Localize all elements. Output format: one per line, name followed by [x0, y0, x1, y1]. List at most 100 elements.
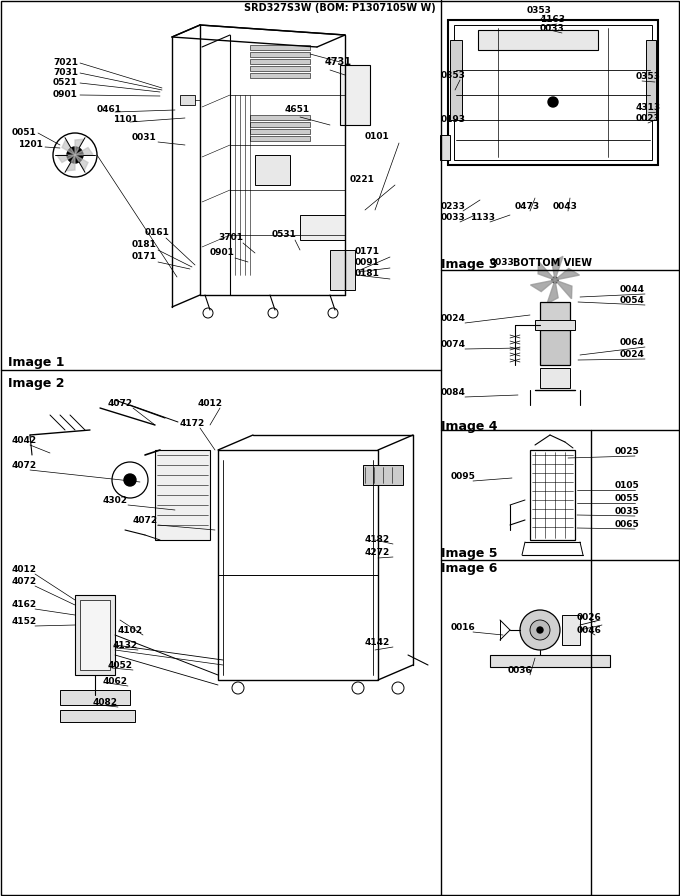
Text: 4142: 4142 [365, 638, 390, 647]
Text: 0046: 0046 [577, 626, 602, 635]
Bar [250, 136, 310, 141]
Bar [562, 615, 580, 645]
Text: 4651: 4651 [285, 105, 310, 114]
Polygon shape [57, 155, 75, 162]
Text: 0064: 0064 [620, 338, 645, 347]
Polygon shape [67, 155, 75, 171]
Text: 0221: 0221 [350, 175, 375, 184]
Text: 0233: 0233 [441, 202, 466, 211]
Text: Image 4: Image 4 [441, 420, 498, 433]
Text: 4313: 4313 [636, 103, 661, 112]
Bar [60, 710, 135, 722]
Circle shape [537, 627, 543, 633]
Text: 0353: 0353 [527, 6, 552, 15]
Text: 0051: 0051 [12, 128, 37, 137]
Text: 7021: 7021 [53, 58, 78, 67]
Circle shape [520, 610, 560, 650]
Bar [340, 65, 370, 125]
Text: 0065: 0065 [615, 520, 640, 529]
Text: 0055: 0055 [615, 494, 640, 503]
Polygon shape [552, 256, 563, 280]
Text: 0044: 0044 [620, 285, 645, 294]
Bar [250, 115, 310, 120]
Bar [250, 45, 310, 50]
Bar [540, 330, 570, 365]
Text: 0035: 0035 [615, 507, 640, 516]
Text: 0901: 0901 [53, 90, 78, 99]
Bar [535, 320, 575, 330]
Bar [363, 465, 403, 485]
Text: 4052: 4052 [108, 661, 133, 670]
Bar [250, 59, 310, 64]
Bar [450, 40, 462, 120]
Bar [530, 450, 575, 540]
Text: 4272: 4272 [365, 548, 390, 557]
Bar [180, 95, 195, 105]
Text: SRD327S3W (BOM: P1307105W W): SRD327S3W (BOM: P1307105W W) [244, 3, 436, 13]
Text: 0054: 0054 [620, 296, 645, 305]
Text: 1101: 1101 [113, 115, 138, 124]
Text: 4182: 4182 [365, 535, 390, 544]
Text: 0181: 0181 [132, 240, 157, 249]
Bar [646, 40, 656, 120]
Bar [540, 368, 570, 388]
Polygon shape [538, 262, 555, 280]
Text: 0473: 0473 [515, 202, 540, 211]
Bar [75, 595, 115, 675]
Text: 1133: 1133 [470, 213, 495, 222]
Bar [250, 73, 310, 78]
Bar [218, 450, 378, 680]
Text: 0353: 0353 [636, 72, 661, 81]
Text: 0171: 0171 [355, 247, 380, 256]
Text: 1163: 1163 [540, 15, 565, 24]
Text: 0531: 0531 [272, 230, 297, 239]
Circle shape [67, 147, 83, 163]
Circle shape [124, 474, 136, 486]
Bar [490, 655, 610, 667]
Polygon shape [75, 155, 88, 170]
Bar [478, 30, 598, 50]
Bar [80, 600, 110, 670]
Text: 0461: 0461 [97, 105, 122, 114]
Text: 4162: 4162 [12, 600, 37, 609]
Text: 0521: 0521 [53, 78, 78, 87]
Bar [155, 450, 210, 540]
Text: 0084: 0084 [441, 388, 466, 397]
Text: 4152: 4152 [12, 617, 37, 626]
Text: 0026: 0026 [577, 613, 602, 622]
Bar [300, 215, 345, 240]
Text: Image 5: Image 5 [441, 547, 498, 560]
Text: 4302: 4302 [103, 496, 128, 505]
Text: 4012: 4012 [198, 399, 223, 408]
Bar [250, 129, 310, 134]
Text: Image 1: Image 1 [8, 356, 65, 369]
Bar [250, 122, 310, 127]
Text: Image 3: Image 3 [441, 258, 497, 271]
Bar [250, 52, 310, 57]
Text: 0181: 0181 [355, 269, 380, 278]
Circle shape [530, 620, 550, 640]
Bar [255, 155, 290, 185]
Text: 0016: 0016 [451, 623, 476, 632]
Polygon shape [62, 140, 75, 155]
Text: 0033: 0033 [441, 213, 466, 222]
Circle shape [548, 97, 558, 107]
Text: 0025: 0025 [615, 447, 640, 456]
Bar [60, 690, 130, 705]
Text: 4012: 4012 [12, 565, 37, 574]
Text: 1201: 1201 [18, 140, 43, 149]
Text: 4102: 4102 [118, 626, 143, 635]
Text: 4132: 4132 [113, 641, 138, 650]
Polygon shape [555, 269, 579, 280]
Text: 0171: 0171 [132, 252, 157, 261]
Text: Image 2: Image 2 [8, 377, 65, 390]
Text: 4731: 4731 [325, 57, 352, 67]
Text: 4072: 4072 [12, 577, 37, 586]
Polygon shape [530, 280, 555, 291]
Text: 0033: 0033 [540, 24, 565, 33]
Text: 3701: 3701 [218, 233, 243, 242]
Text: Image 6: Image 6 [441, 562, 497, 575]
Polygon shape [555, 280, 572, 298]
Polygon shape [75, 148, 93, 155]
Text: 0043: 0043 [553, 202, 578, 211]
